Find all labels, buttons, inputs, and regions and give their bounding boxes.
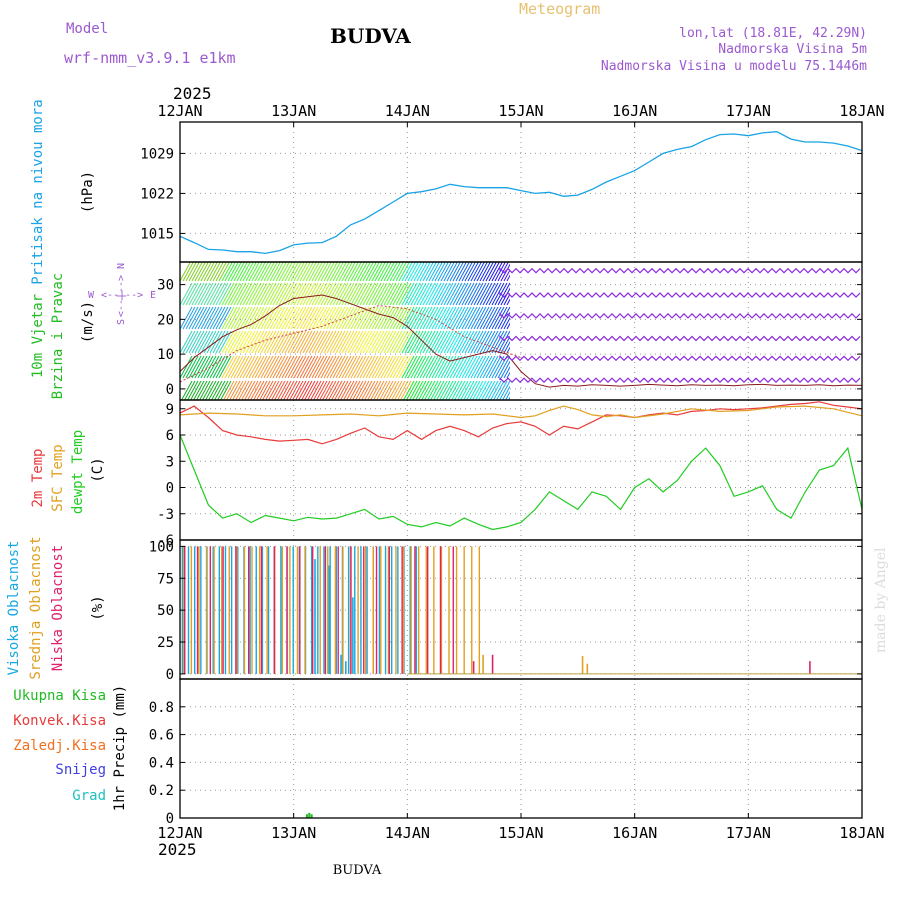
y-tick-label: 1029 bbox=[140, 146, 174, 162]
wind-barb-row bbox=[499, 312, 861, 319]
x-tick-label-bottom: 15JAN bbox=[498, 824, 543, 842]
precip-legend-item: Zaledj.Kisa bbox=[13, 738, 106, 754]
label-layer: 1015 1022 1029 0 10 20 30 -6 -3 0 3 6 9 0 25 50 75 100 0 0.… bbox=[6, 99, 885, 842]
grid-layer bbox=[180, 122, 862, 818]
y-tick-label: 25 bbox=[157, 635, 174, 651]
x-tick-label-bottom: 18JAN bbox=[839, 824, 884, 842]
dewpt-ylabel: dewpt Temp bbox=[70, 430, 86, 514]
x-tick-label-top: 15JAN bbox=[498, 102, 543, 120]
y-tick-label: 1015 bbox=[140, 226, 174, 242]
y-tick-label: -3 bbox=[157, 507, 174, 523]
altitude-label: Nadmorska Visina 5m bbox=[718, 42, 867, 57]
x-tick-label-top: 16JAN bbox=[612, 102, 657, 120]
meteogram-label: Meteogram bbox=[519, 0, 600, 18]
credit-label: made by Angel bbox=[873, 547, 889, 653]
y-tick-label: 9 bbox=[166, 402, 174, 418]
footer-station-label: BUDVA bbox=[333, 863, 382, 878]
wind-speed-line bbox=[179, 294, 863, 388]
precip-ylabel: 1hr Precip (mm) bbox=[112, 685, 128, 811]
x-tick-label-top: 18JAN bbox=[839, 102, 884, 120]
model-name: wrf-nmm_v3.9.1 e1km bbox=[64, 49, 236, 67]
y-tick-label: 0 bbox=[166, 382, 174, 398]
chart-title: BUDVA bbox=[330, 24, 411, 48]
wind-ylabel: 10m Vjetar bbox=[30, 294, 46, 378]
wind-barb-row bbox=[499, 267, 861, 274]
compass-s-label: S bbox=[116, 319, 127, 325]
frame-layer bbox=[179, 121, 863, 819]
temp2m-line bbox=[179, 401, 863, 445]
data-layer bbox=[179, 131, 863, 818]
y-tick-label: 75 bbox=[157, 571, 174, 587]
year-bottom-label: 2025 bbox=[158, 840, 197, 859]
y-tick-label: 0 bbox=[166, 667, 174, 683]
pressure-line bbox=[179, 131, 863, 255]
x-tick-label-top: 12JAN bbox=[157, 102, 202, 120]
y-tick-label: 100 bbox=[149, 539, 174, 555]
y-tick-label: 30 bbox=[157, 278, 174, 294]
x-tick-label-bottom: 16JAN bbox=[612, 824, 657, 842]
precip-legend-item: Grad bbox=[72, 788, 106, 804]
model-label: Model bbox=[66, 21, 108, 37]
pressure-ylabel: Pritisak na nivou mora bbox=[30, 99, 46, 284]
wind-barb-row bbox=[499, 376, 861, 384]
compass-e-label: E bbox=[150, 290, 156, 301]
y-tick-label: 10 bbox=[157, 347, 174, 363]
x-tick-label-top: 17JAN bbox=[726, 102, 771, 120]
wind-barb-row bbox=[499, 335, 861, 342]
wind-barb-row bbox=[499, 291, 861, 298]
model-altitude-label: Nadmorska Visina u modelu 75.1446m bbox=[601, 59, 867, 74]
cloud-mid-ylabel: Srednja Oblacnost bbox=[28, 536, 44, 679]
cloud-unit-label: (%) bbox=[90, 595, 106, 620]
wind-gust-line bbox=[179, 304, 522, 383]
precip-legend-item: Konvek.Kisa bbox=[13, 713, 106, 729]
y-tick-label: 0.8 bbox=[149, 700, 174, 716]
y-tick-label: 6 bbox=[166, 428, 174, 444]
x-tick-label-bottom: 14JAN bbox=[385, 824, 430, 842]
compass-w-label: W bbox=[88, 290, 95, 301]
lonlat-label: lon,lat (18.81E, 42.29N) bbox=[679, 26, 867, 41]
wind-unit-label: (m/s) bbox=[80, 301, 96, 343]
y-tick-label: 0.2 bbox=[149, 783, 174, 799]
y-tick-label: 0.6 bbox=[149, 728, 174, 744]
temp-unit-label: (C) bbox=[90, 457, 106, 482]
sfc-temp-line bbox=[179, 405, 863, 419]
precip-legend-item: Ukupna Kisa bbox=[13, 688, 106, 704]
wind-ylabel-2: Brzina i Pravac bbox=[50, 273, 66, 399]
x-tick-label-top: 13JAN bbox=[271, 102, 316, 120]
cloud-low-ylabel: Niska Oblacnost bbox=[50, 545, 66, 671]
y-tick-label: 20 bbox=[157, 312, 174, 328]
wind-barb-fill-layer bbox=[180, 262, 510, 400]
year-top-label: 2025 bbox=[173, 84, 212, 103]
cloud-high-ylabel: Visoka Oblacnost bbox=[6, 541, 22, 676]
y-tick-label: 0 bbox=[166, 481, 174, 497]
y-tick-label: 1022 bbox=[140, 186, 174, 202]
sfc-temp-ylabel: SFC Temp bbox=[50, 444, 66, 511]
y-tick-label: 0.4 bbox=[149, 755, 174, 771]
x-tick-label-bottom: 17JAN bbox=[726, 824, 771, 842]
wind-hatch bbox=[180, 262, 510, 400]
compass-ns-arrow: <--|--> bbox=[116, 275, 127, 317]
x-tick-label-bottom: 12JAN bbox=[157, 824, 202, 842]
pressure-unit-label: (hPa) bbox=[80, 171, 96, 213]
y-tick-label: 50 bbox=[157, 603, 174, 619]
y-tick-label: 0 bbox=[166, 811, 174, 827]
compass-ew-arrow: <--|--> bbox=[101, 290, 143, 301]
x-tick-label-top: 14JAN bbox=[385, 102, 430, 120]
y-tick-label: -6 bbox=[157, 533, 174, 549]
wind-barb-row bbox=[499, 354, 861, 362]
y-tick-label: 3 bbox=[166, 454, 174, 470]
precip-legend-item: Snijeg bbox=[55, 762, 106, 778]
x-tick-label-bottom: 13JAN bbox=[271, 824, 316, 842]
temp2m-ylabel: 2m Temp bbox=[30, 448, 46, 507]
dewpt-line bbox=[179, 434, 863, 531]
compass-n-label: N bbox=[116, 263, 127, 269]
